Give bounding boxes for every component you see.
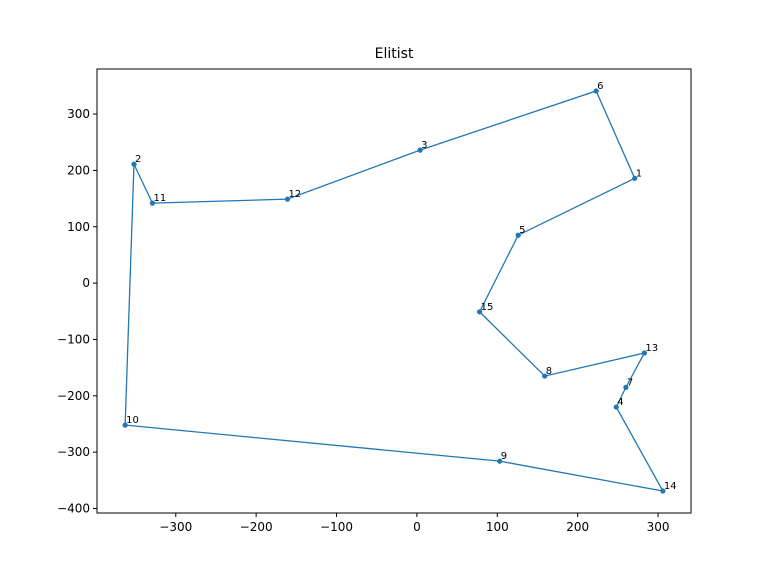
- point: [131, 161, 137, 167]
- chart-title: Elitist: [375, 46, 414, 62]
- point: [417, 147, 423, 153]
- x-tick-label: 300: [647, 520, 670, 534]
- y-tick-label: 100: [67, 220, 90, 234]
- y-tick-label: −100: [57, 332, 90, 346]
- point: [149, 200, 156, 206]
- point: [613, 404, 619, 410]
- point-label: 13: [645, 343, 658, 354]
- x-tick-label: −200: [240, 520, 273, 534]
- route-line: [124, 90, 665, 492]
- point-label: 9: [501, 451, 507, 462]
- plot-frame: [96, 68, 692, 514]
- y-tick-label: 0: [82, 276, 90, 290]
- y-tick-label: 300: [67, 107, 90, 121]
- point: [284, 196, 291, 202]
- x-tick-label: 0: [413, 520, 421, 534]
- point-label: 6: [597, 81, 603, 92]
- point-label: 7: [627, 377, 633, 388]
- x-tick-label: −100: [320, 520, 353, 534]
- point: [542, 373, 548, 379]
- point-label: 15: [481, 302, 494, 313]
- point-label: 11: [153, 193, 166, 204]
- y-tick-label: −400: [57, 501, 90, 515]
- point: [660, 488, 666, 494]
- point-label: 3: [421, 140, 427, 151]
- point-label: 14: [664, 481, 677, 492]
- y-tick-label: −200: [57, 389, 90, 403]
- point-label: 5: [519, 225, 525, 236]
- point: [641, 350, 647, 356]
- point: [632, 175, 638, 181]
- y-tick-label: 200: [67, 163, 90, 177]
- point: [497, 458, 503, 464]
- x-tick-label: 100: [486, 520, 509, 534]
- point-label: 2: [135, 154, 141, 165]
- point: [593, 88, 599, 94]
- point: [477, 309, 483, 315]
- point-label: 1: [636, 168, 642, 179]
- point: [122, 422, 128, 428]
- point: [515, 232, 521, 238]
- x-tick-label: 200: [566, 520, 589, 534]
- point: [623, 384, 629, 390]
- y-tick-label: −300: [57, 445, 90, 459]
- point-label: 4: [617, 397, 623, 408]
- point-label: 10: [126, 415, 139, 426]
- point-label: 8: [546, 366, 552, 377]
- x-tick-label: −300: [159, 520, 192, 534]
- point-label: 12: [288, 189, 301, 200]
